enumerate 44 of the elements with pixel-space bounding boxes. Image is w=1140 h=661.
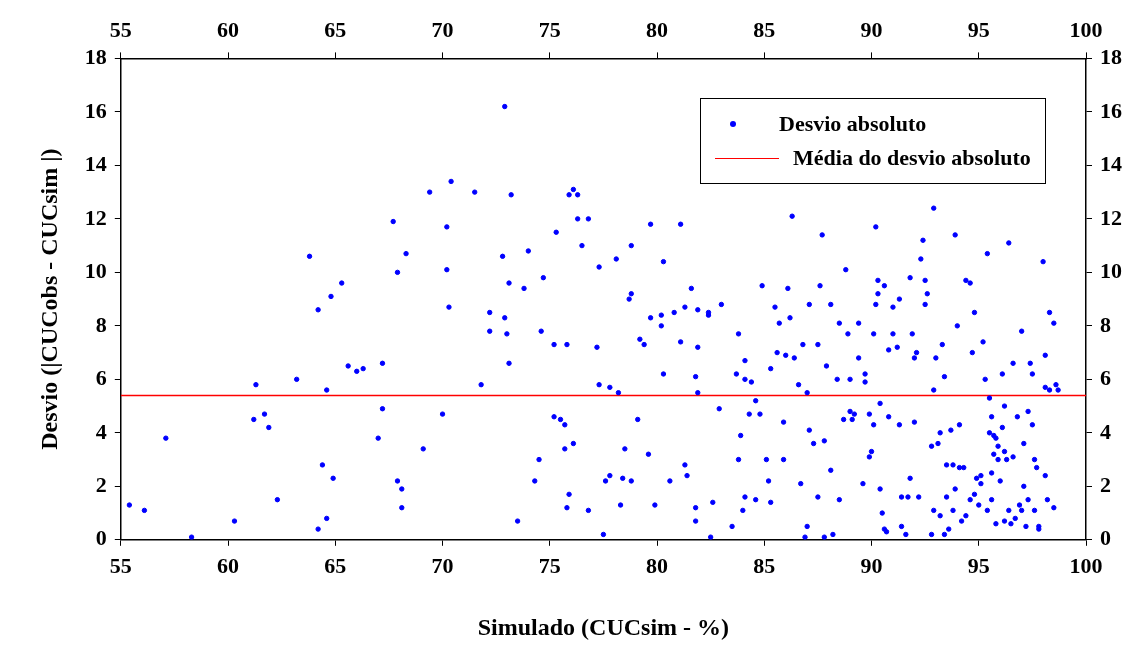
x2-tick-label: 100 bbox=[1069, 16, 1103, 42]
x-axis-title: Simulado (CUCsim - %) bbox=[477, 613, 730, 640]
y-tick-label: 0 bbox=[95, 525, 107, 551]
y-tick-label: 10 bbox=[84, 258, 107, 284]
x2-tick-label: 95 bbox=[967, 16, 990, 42]
y2-tick-label: 0 bbox=[1100, 525, 1111, 551]
x-tick-label: 70 bbox=[431, 552, 454, 578]
x2-tick-label: 75 bbox=[538, 16, 561, 42]
y-axis-title: Desvio (|CUCobs - CUCsim |) bbox=[35, 148, 62, 450]
x-tick-label: 90 bbox=[860, 552, 883, 578]
x2-tick-label: 55 bbox=[109, 16, 132, 42]
y2-tick-label: 2 bbox=[1100, 472, 1111, 497]
y2-tick-label: 6 bbox=[1100, 365, 1111, 391]
x-tick-label: 80 bbox=[646, 552, 669, 578]
y-tick-label: 4 bbox=[95, 418, 107, 444]
y-tick-label: 2 bbox=[95, 472, 107, 497]
legend-label: Desvio absoluto bbox=[779, 111, 927, 138]
x2-tick-label: 65 bbox=[324, 16, 347, 42]
x2-tick-label: 85 bbox=[753, 16, 776, 42]
y2-tick-label: 12 bbox=[1100, 204, 1122, 230]
x2-tick-label: 60 bbox=[217, 16, 240, 42]
y2-tick-label: 10 bbox=[1100, 258, 1122, 284]
y-tick-label: 8 bbox=[95, 311, 107, 337]
legend-label: Média do desvio absoluto bbox=[793, 145, 1031, 172]
x-tick-label: 55 bbox=[109, 552, 132, 578]
x2-tick-label: 90 bbox=[860, 16, 883, 42]
x-tick-label: 65 bbox=[324, 552, 347, 578]
x2-tick-label: 80 bbox=[646, 16, 669, 42]
y-tick-label: 14 bbox=[84, 151, 107, 177]
y2-tick-label: 4 bbox=[1100, 418, 1111, 444]
y2-tick-label: 16 bbox=[1100, 97, 1122, 123]
x-tick-label: 100 bbox=[1069, 552, 1103, 578]
y-tick-label: 6 bbox=[95, 365, 107, 391]
y-tick-label: 12 bbox=[84, 204, 107, 230]
y-tick-label: 16 bbox=[84, 97, 107, 123]
x-tick-label: 95 bbox=[967, 552, 990, 578]
y-tick-label: 18 bbox=[84, 44, 107, 70]
x-tick-label: 85 bbox=[753, 552, 776, 578]
x-tick-label: 75 bbox=[538, 552, 561, 578]
y2-tick-label: 8 bbox=[1100, 311, 1111, 337]
y2-tick-label: 14 bbox=[1100, 151, 1122, 177]
y2-tick-label: 18 bbox=[1100, 44, 1122, 70]
x-tick-label: 60 bbox=[217, 552, 240, 578]
x2-tick-label: 70 bbox=[431, 16, 454, 42]
